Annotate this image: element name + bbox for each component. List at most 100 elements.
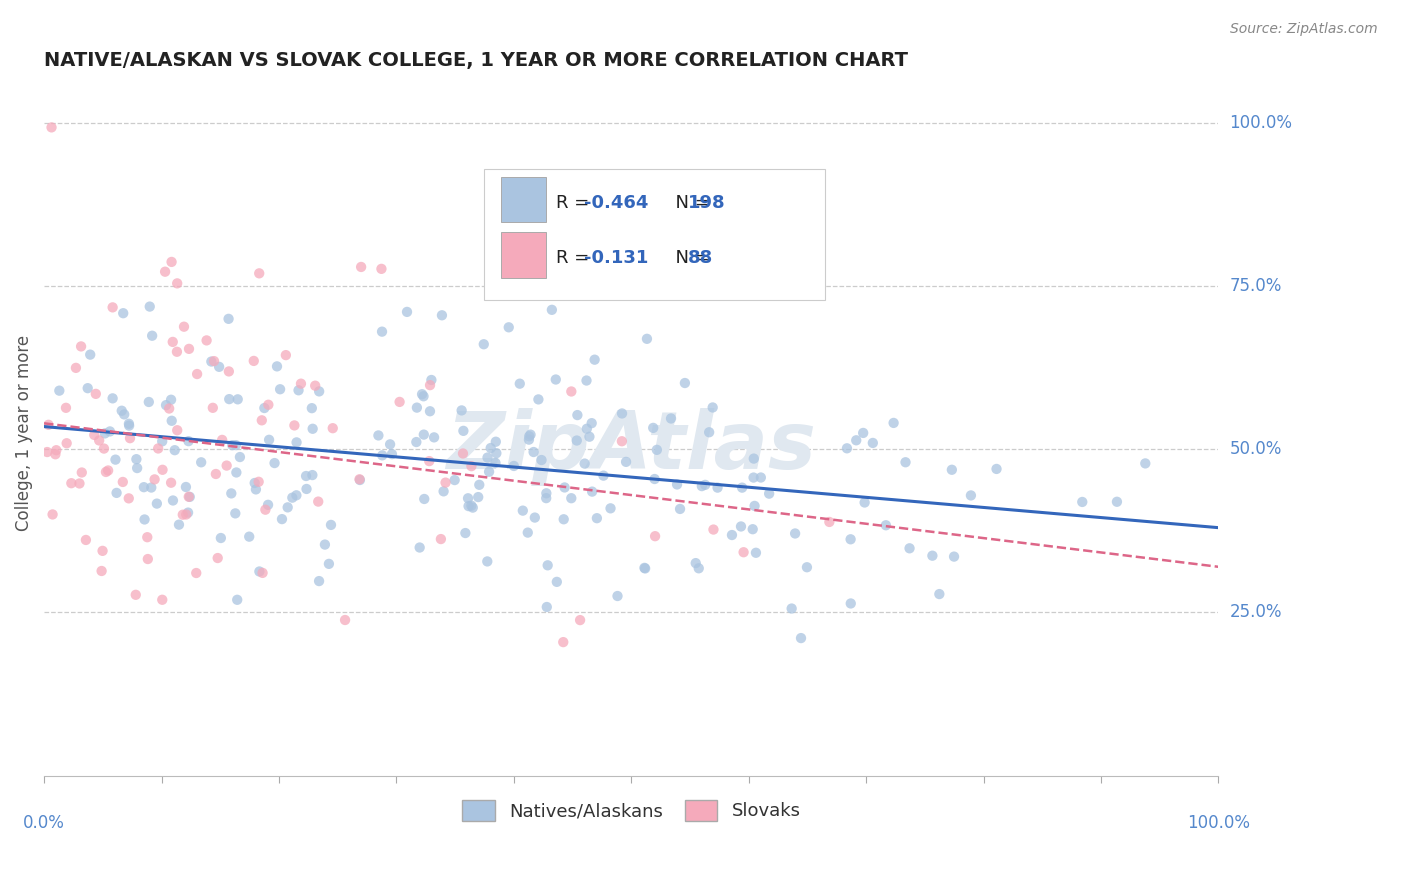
Point <box>433 484 456 499</box>
Point <box>544 372 567 386</box>
Point <box>862 436 884 450</box>
Y-axis label: College, 1 year or more: College, 1 year or more <box>15 335 32 531</box>
Point <box>790 631 813 645</box>
Point <box>835 442 858 456</box>
Point <box>172 508 194 522</box>
Point <box>690 479 713 493</box>
Point <box>581 416 603 430</box>
Point <box>371 448 394 462</box>
Point <box>263 456 285 470</box>
Point <box>281 491 304 505</box>
Point <box>567 408 589 422</box>
Point <box>177 342 200 356</box>
Point <box>349 473 371 487</box>
Point <box>266 359 288 374</box>
Point <box>141 481 163 495</box>
Point <box>139 300 162 314</box>
Point <box>160 392 183 407</box>
Point <box>285 435 308 450</box>
Text: 198: 198 <box>688 194 725 212</box>
Point <box>118 491 141 506</box>
Point <box>186 367 208 381</box>
Point <box>745 546 768 560</box>
Point <box>943 549 966 564</box>
Point <box>333 613 356 627</box>
Point <box>287 384 309 398</box>
Point <box>634 561 657 575</box>
Point <box>780 601 803 615</box>
Point <box>257 398 280 412</box>
Point <box>226 392 249 407</box>
Point <box>527 392 550 407</box>
Point <box>512 503 534 517</box>
Point <box>430 532 453 546</box>
Point <box>150 434 173 449</box>
Point <box>420 373 443 387</box>
Point <box>457 491 479 506</box>
Point <box>411 387 433 401</box>
Point <box>152 463 174 477</box>
Point <box>295 469 318 483</box>
Point <box>516 525 538 540</box>
Point <box>733 545 755 559</box>
Point <box>48 384 70 398</box>
Point <box>229 450 252 464</box>
Point <box>283 418 305 433</box>
Point <box>143 472 166 486</box>
Point <box>257 498 280 512</box>
Point <box>553 635 575 649</box>
Point <box>174 508 197 522</box>
Point <box>565 434 588 448</box>
Point <box>91 544 114 558</box>
Point <box>141 328 163 343</box>
Point <box>419 378 441 392</box>
Point <box>405 435 427 450</box>
Point <box>785 526 807 541</box>
Point <box>55 436 77 450</box>
Point <box>852 425 875 440</box>
Point <box>1135 457 1157 471</box>
Point <box>215 458 238 473</box>
Point <box>583 352 606 367</box>
Point <box>112 408 135 422</box>
Point <box>245 483 267 497</box>
Point <box>247 266 270 280</box>
Legend: Natives/Alaskans, Slovaks: Natives/Alaskans, Slovaks <box>456 793 807 828</box>
Point <box>224 507 246 521</box>
Point <box>79 348 101 362</box>
Point <box>177 434 200 449</box>
Text: -0.131: -0.131 <box>585 250 648 268</box>
Point <box>155 398 177 412</box>
Point <box>730 519 752 533</box>
Point <box>581 484 603 499</box>
Point <box>37 445 59 459</box>
Point <box>744 499 766 513</box>
Point <box>702 523 724 537</box>
Point <box>721 528 744 542</box>
Point <box>599 501 621 516</box>
Text: 100.0%: 100.0% <box>1187 814 1250 832</box>
Point <box>70 466 93 480</box>
Point <box>163 443 186 458</box>
Point <box>702 401 724 415</box>
Point <box>146 442 169 456</box>
Point <box>367 428 389 442</box>
Text: R =: R = <box>557 194 595 212</box>
Point <box>443 473 465 487</box>
Point <box>502 458 524 473</box>
Point <box>70 339 93 353</box>
Point <box>308 384 330 399</box>
Point <box>1105 495 1128 509</box>
Point <box>37 417 59 432</box>
Point <box>839 533 862 547</box>
Text: Source: ZipAtlas.com: Source: ZipAtlas.com <box>1230 22 1378 37</box>
Point <box>247 475 270 489</box>
Point <box>370 261 392 276</box>
Point <box>190 455 212 469</box>
Point <box>477 554 499 568</box>
Point <box>479 441 502 455</box>
Point <box>706 481 728 495</box>
Point <box>519 427 541 442</box>
Point <box>875 518 897 533</box>
Point <box>534 491 557 505</box>
